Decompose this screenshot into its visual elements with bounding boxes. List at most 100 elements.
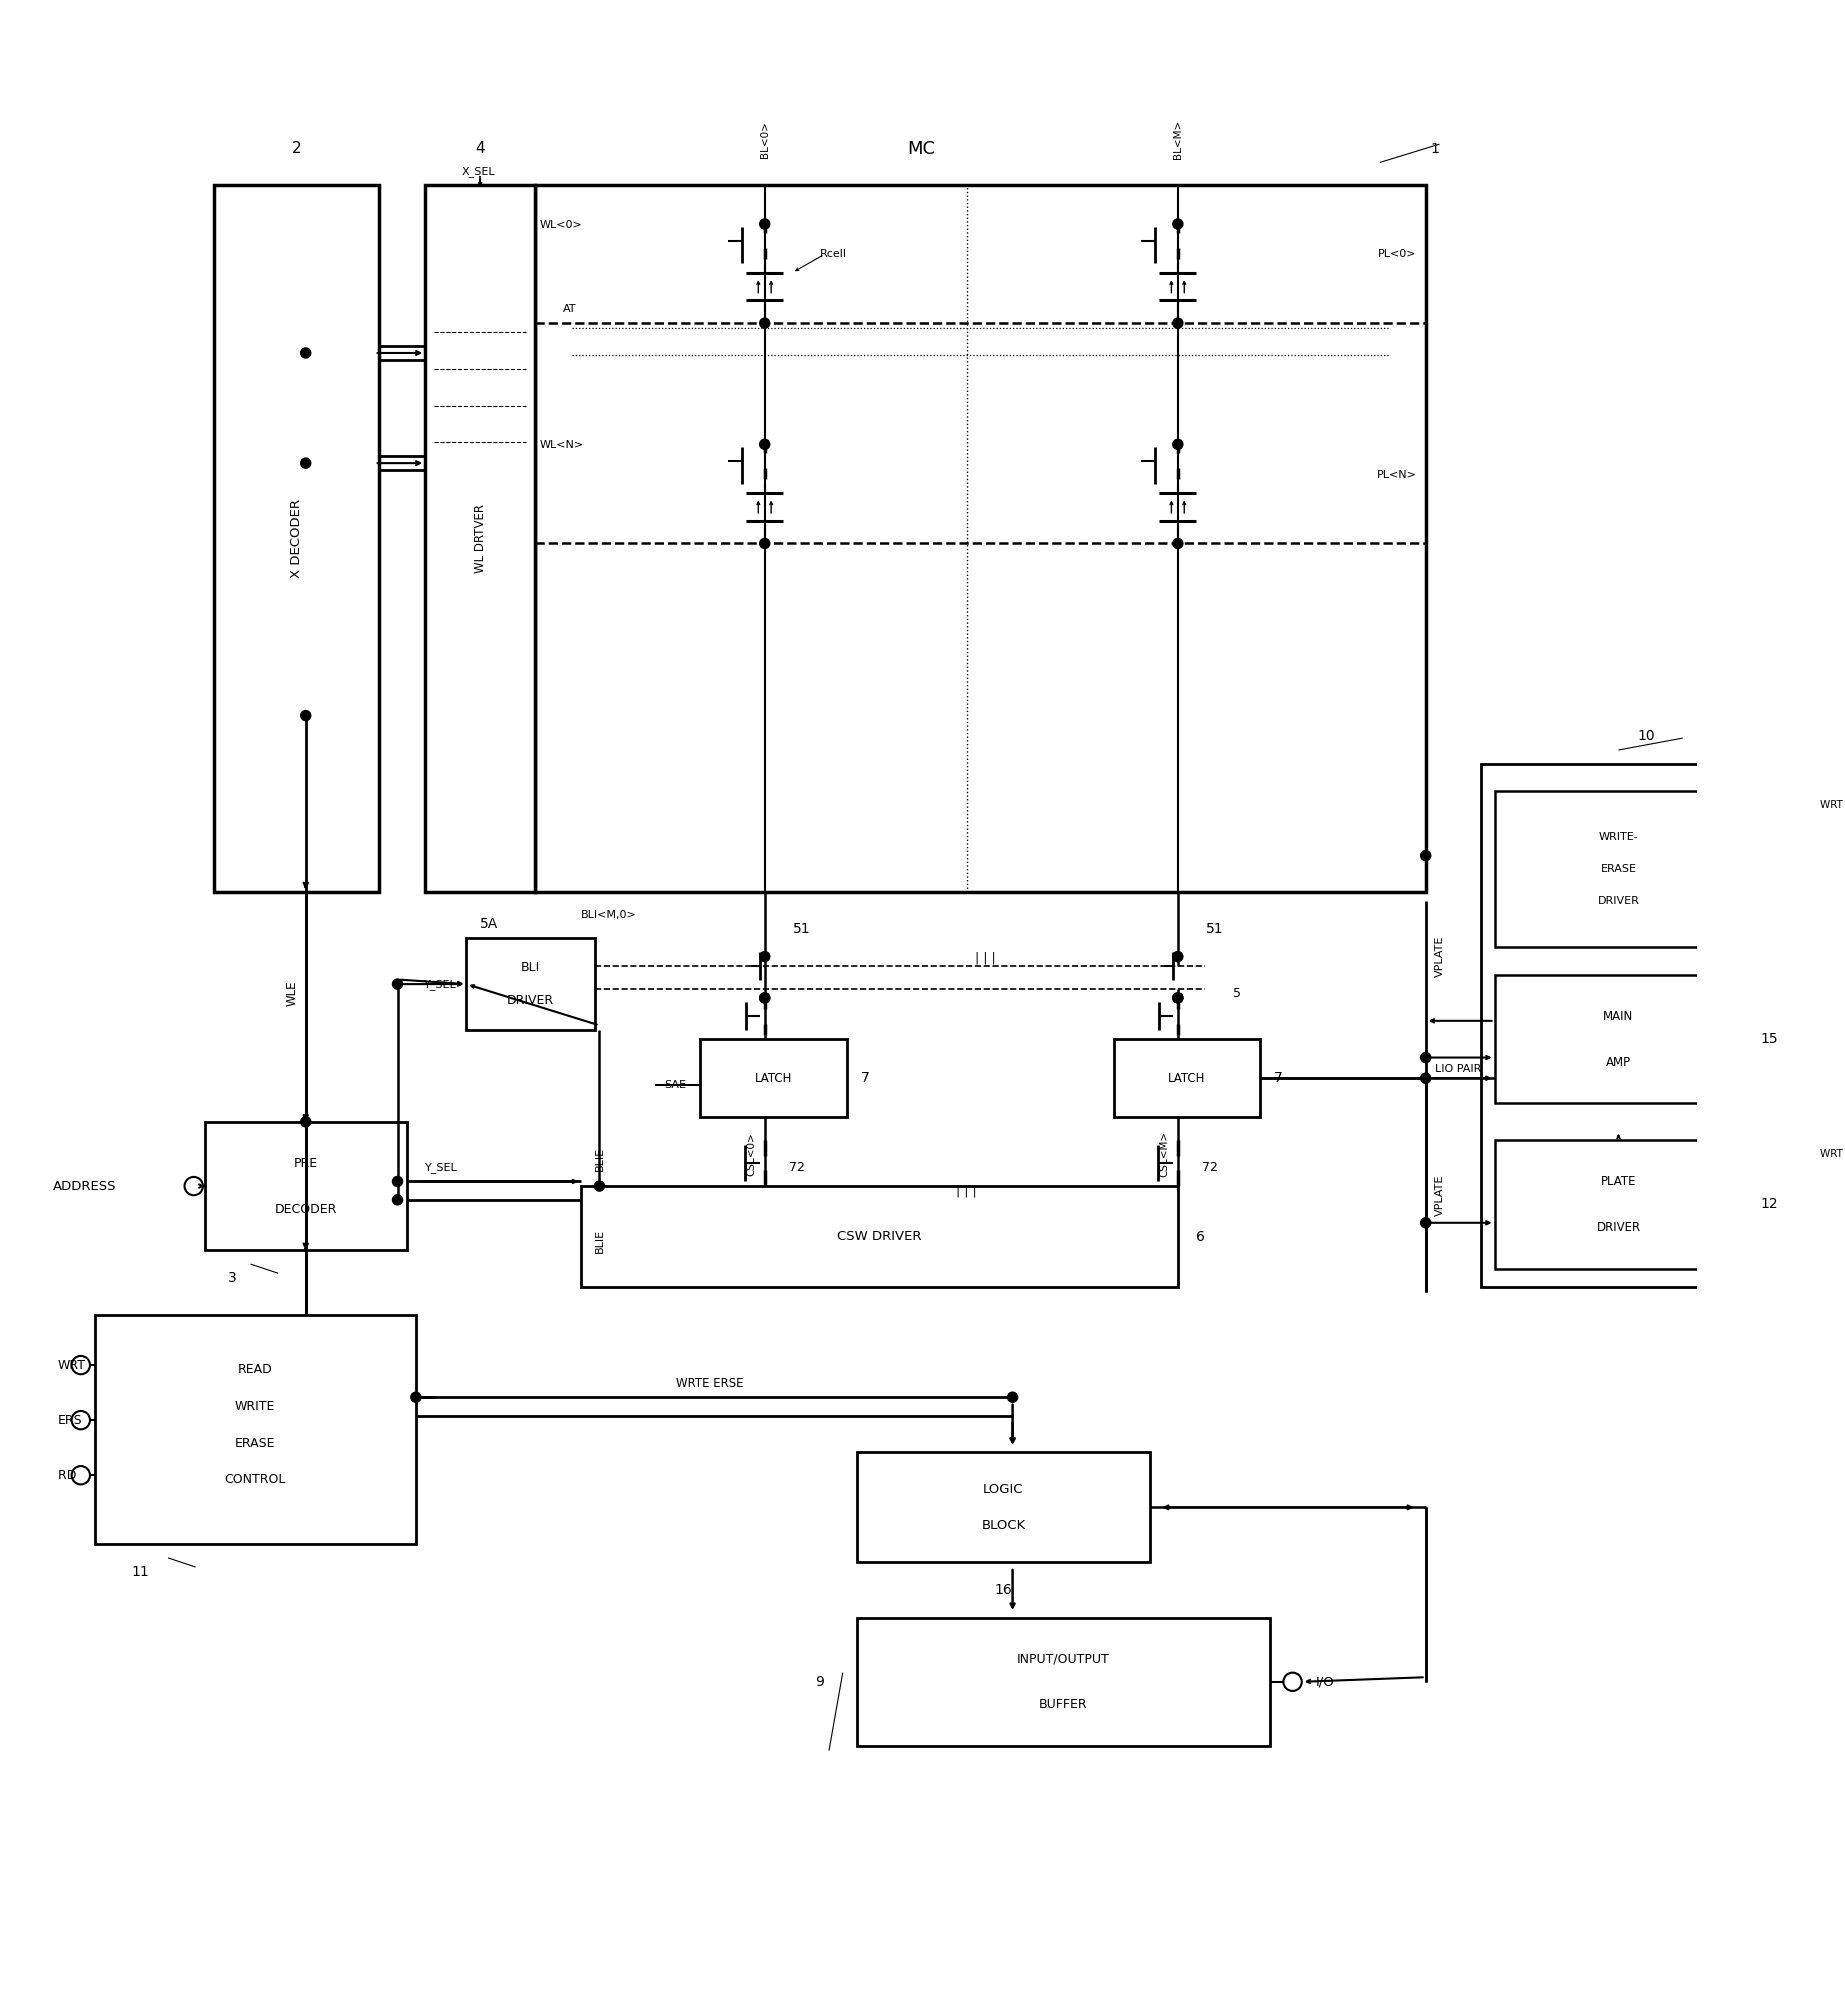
Circle shape xyxy=(301,349,310,359)
Text: ERASE: ERASE xyxy=(1600,865,1637,875)
Text: DRIVER: DRIVER xyxy=(507,995,554,1006)
Text: 72: 72 xyxy=(1203,1162,1218,1174)
Text: WLE: WLE xyxy=(286,981,299,1006)
Text: BLI<M,0>: BLI<M,0> xyxy=(581,911,637,921)
Circle shape xyxy=(760,993,769,1002)
Text: 7: 7 xyxy=(1275,1070,1282,1086)
Text: 11: 11 xyxy=(131,1565,149,1578)
Text: 1: 1 xyxy=(1430,142,1439,155)
Circle shape xyxy=(1421,1218,1430,1228)
Circle shape xyxy=(760,219,769,229)
Text: Y_SEL: Y_SEL xyxy=(424,1162,458,1174)
Circle shape xyxy=(301,458,310,468)
Text: WRITE: WRITE xyxy=(234,1399,275,1413)
Text: DRIVER: DRIVER xyxy=(1598,897,1640,907)
Circle shape xyxy=(760,538,769,548)
Bar xyxy=(1114,1038,1260,1118)
Text: AT: AT xyxy=(563,305,576,315)
Circle shape xyxy=(760,951,769,961)
Text: VPLATE: VPLATE xyxy=(1434,937,1445,977)
Text: BLOCK: BLOCK xyxy=(982,1519,1026,1533)
Text: CSL<0>: CSL<0> xyxy=(745,1132,756,1176)
Text: 15: 15 xyxy=(1760,1032,1779,1046)
Text: DRIVER: DRIVER xyxy=(1596,1222,1640,1234)
Text: DECODER: DECODER xyxy=(275,1202,338,1216)
Text: Rcell: Rcell xyxy=(819,249,847,259)
Bar xyxy=(856,1618,1269,1746)
Text: 4: 4 xyxy=(476,142,485,155)
Text: WL DRTVER: WL DRTVER xyxy=(474,504,487,574)
Circle shape xyxy=(1421,1052,1430,1062)
Text: BL<0>: BL<0> xyxy=(760,122,769,157)
Text: ERS: ERS xyxy=(57,1413,83,1427)
Text: 6: 6 xyxy=(1196,1230,1205,1244)
Text: PLATE: PLATE xyxy=(1601,1176,1637,1188)
Text: MAIN: MAIN xyxy=(1603,1010,1633,1022)
Text: WL<0>: WL<0> xyxy=(541,219,583,229)
Text: WRITE-: WRITE- xyxy=(1598,833,1638,843)
Text: AMP: AMP xyxy=(1605,1056,1631,1068)
Text: BLIE: BLIE xyxy=(594,1230,605,1254)
Circle shape xyxy=(393,1176,402,1186)
Circle shape xyxy=(760,993,769,1002)
Text: BLIE: BLIE xyxy=(594,1146,605,1170)
Bar xyxy=(535,185,1426,893)
Text: MC: MC xyxy=(906,140,935,157)
Bar xyxy=(856,1453,1149,1563)
Bar xyxy=(205,1122,406,1250)
Text: BLI: BLI xyxy=(520,961,541,975)
Circle shape xyxy=(411,1393,421,1403)
Circle shape xyxy=(1007,1393,1018,1403)
Bar xyxy=(1494,975,1742,1104)
Text: BL<M>: BL<M> xyxy=(1173,120,1183,159)
Text: ERASE: ERASE xyxy=(234,1437,275,1449)
Circle shape xyxy=(760,319,769,329)
Circle shape xyxy=(594,1182,605,1192)
Text: 3: 3 xyxy=(229,1272,236,1285)
Text: 12: 12 xyxy=(1760,1198,1779,1212)
Bar xyxy=(1482,763,1812,1287)
Text: | | |: | | | xyxy=(974,953,996,965)
Bar xyxy=(424,185,535,893)
Circle shape xyxy=(1173,538,1183,548)
Circle shape xyxy=(301,1116,310,1126)
Text: WRTE ERSE: WRTE ERSE xyxy=(675,1377,744,1389)
Text: WRT ERS: WRT ERS xyxy=(1821,1148,1845,1160)
Text: PL<N>: PL<N> xyxy=(1376,470,1417,480)
Text: X_SEL: X_SEL xyxy=(461,165,496,177)
Text: 9: 9 xyxy=(815,1674,825,1688)
Circle shape xyxy=(301,712,310,721)
Text: CSW DRIVER: CSW DRIVER xyxy=(838,1230,922,1244)
Circle shape xyxy=(1173,438,1183,448)
Bar xyxy=(1494,1140,1742,1270)
Text: RD: RD xyxy=(57,1469,79,1481)
Text: INPUT/OUTPUT: INPUT/OUTPUT xyxy=(1017,1652,1109,1666)
Circle shape xyxy=(1173,219,1183,229)
Circle shape xyxy=(1173,993,1183,1002)
Circle shape xyxy=(1421,1072,1430,1084)
Text: WRT: WRT xyxy=(57,1359,87,1371)
Circle shape xyxy=(1173,993,1183,1002)
Text: Y_SEL: Y_SEL xyxy=(424,979,458,991)
Text: SAE: SAE xyxy=(664,1080,686,1090)
Bar xyxy=(94,1315,415,1545)
Text: CSL<M>: CSL<M> xyxy=(1159,1130,1170,1178)
Bar xyxy=(701,1038,847,1118)
Text: BUFFER: BUFFER xyxy=(1039,1698,1087,1712)
Text: LOGIC: LOGIC xyxy=(983,1483,1024,1495)
Text: ADDRESS: ADDRESS xyxy=(54,1180,116,1192)
Text: WL<N>: WL<N> xyxy=(541,440,583,450)
Text: 16: 16 xyxy=(994,1582,1013,1596)
Text: LATCH: LATCH xyxy=(1168,1072,1205,1084)
Text: 51: 51 xyxy=(793,923,810,937)
Text: | | |: | | | xyxy=(956,1184,978,1198)
Bar xyxy=(467,939,594,1030)
Text: LATCH: LATCH xyxy=(755,1072,793,1084)
Circle shape xyxy=(1173,319,1183,329)
Text: VPLATE: VPLATE xyxy=(1434,1174,1445,1216)
Text: X DECODER: X DECODER xyxy=(290,500,303,578)
Circle shape xyxy=(393,979,402,989)
Text: 5A: 5A xyxy=(480,917,498,931)
Text: I/O: I/O xyxy=(1315,1676,1334,1688)
Text: 2: 2 xyxy=(292,142,301,155)
